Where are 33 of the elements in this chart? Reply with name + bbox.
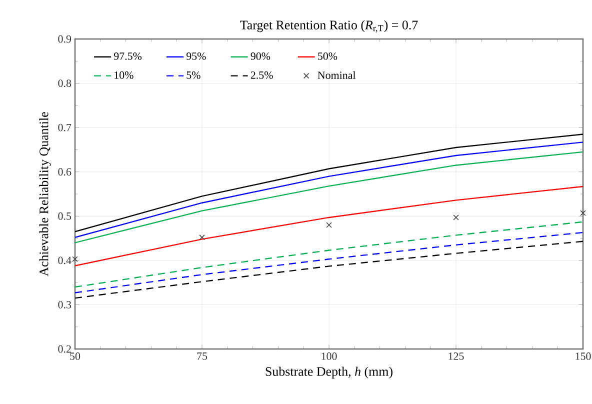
y-axis-title: Achievable Reliability Quantile: [39, 112, 51, 276]
legend-label: 97.5%: [114, 52, 142, 60]
line-series: [75, 240, 584, 299]
legend-label: 50%: [318, 52, 338, 60]
y-tick-label: 0.5: [58, 212, 72, 220]
point: [72, 256, 78, 262]
x-tick-label: 75: [197, 352, 208, 360]
x-tick-label: 50: [70, 352, 80, 360]
line-series: [75, 186, 584, 266]
chart-title: Target Retention Ratio (R$_{r,T}$) = 0.7: [240, 20, 418, 33]
y-tick-label: 0.2: [58, 345, 71, 353]
legend-label: 2.5%: [250, 71, 273, 79]
y-tick-label: 0.6: [58, 168, 72, 176]
x-tick-label: 100: [322, 352, 337, 360]
x-axis-title: Substrate Depth, h (mm): [266, 366, 392, 378]
legend-label: 95%: [186, 52, 206, 60]
line-series: [75, 232, 584, 294]
point: [199, 234, 205, 240]
y-tick-label: 0.3: [58, 301, 72, 308]
y-tick-label: 0.8: [58, 80, 72, 88]
y-tick-label: 0.9: [58, 35, 72, 43]
y-tick-label: 0.4: [58, 256, 72, 264]
point: [453, 214, 459, 220]
x-tick-label: 150: [576, 352, 591, 360]
point: [326, 222, 332, 228]
legend-label: 90%: [250, 52, 270, 60]
legend-label: 5%: [186, 71, 200, 79]
line-series: [75, 221, 584, 288]
legend-label: 10%: [114, 71, 134, 79]
point: [580, 210, 586, 216]
y-tick-label: 0.7: [58, 124, 72, 132]
legend-label: Nominal: [318, 71, 356, 79]
x-tick-label: 125: [448, 352, 464, 360]
